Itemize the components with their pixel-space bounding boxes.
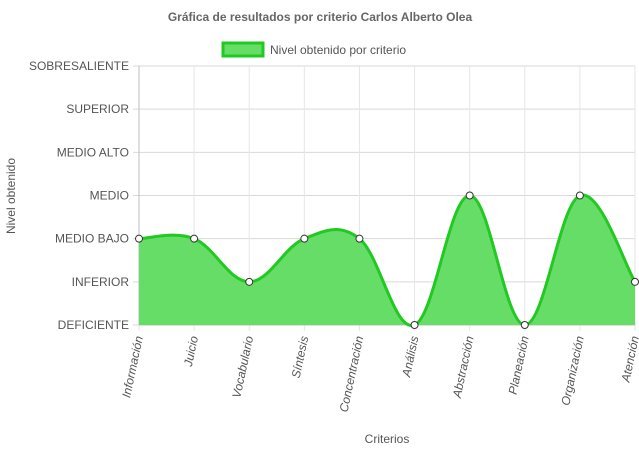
data-point-9[interactable] <box>631 277 639 286</box>
x-tick-label: Abstracción <box>450 334 477 400</box>
legend-label: Nivel obtenido por criterio <box>270 43 406 57</box>
y-axis-label: Nivel obtenido <box>4 158 18 234</box>
y-axis-ticks: DEFICIENTE INFERIOR MEDIO BAJO MEDIO MEDIO A… <box>29 59 129 332</box>
y-tick-label: MEDIO BAJO <box>55 232 129 246</box>
y-tick-label: INFERIOR <box>72 275 130 289</box>
x-tick-label: Vocabulario <box>229 334 256 399</box>
plot-area <box>135 191 639 329</box>
x-tick-label: Análisis <box>399 335 422 379</box>
legend[interactable]: Nivel obtenido por criterio <box>221 41 406 58</box>
y-tick-label: MEDIO ALTO <box>57 145 129 159</box>
chart-title: Gráfica de resultados por criterio Carlo… <box>168 10 473 24</box>
x-tick-label: Síntesis <box>289 335 312 380</box>
y-tick-label: MEDIO <box>90 189 129 203</box>
x-tick-label: Juicio <box>181 334 201 368</box>
x-tick-label: Concentración <box>337 334 367 413</box>
data-point-6[interactable] <box>465 191 474 200</box>
data-point-8[interactable] <box>575 191 584 200</box>
data-point-5[interactable] <box>410 321 419 329</box>
y-tick-label: SUPERIOR <box>66 102 129 116</box>
x-axis-label: Criterios <box>365 432 410 446</box>
y-tick-label: DEFICIENTE <box>58 318 129 332</box>
data-point-7[interactable] <box>520 321 529 329</box>
series-area <box>139 194 635 326</box>
x-axis-ticks: Información Juicio Vocabulario Síntesis Conc… <box>119 334 639 413</box>
data-point-1[interactable] <box>190 234 199 243</box>
x-tick-label: Planeación <box>506 334 532 395</box>
data-point-4[interactable] <box>355 234 364 243</box>
data-point-3[interactable] <box>300 234 309 243</box>
data-point-0[interactable] <box>135 234 143 243</box>
legend-swatch <box>221 41 265 58</box>
x-tick-label: Atención <box>618 334 639 384</box>
y-tick-label: SOBRESALIENTE <box>29 59 129 73</box>
x-tick-label: Información <box>119 334 146 399</box>
x-tick-label: Organización <box>558 334 586 406</box>
data-point-2[interactable] <box>245 277 254 286</box>
